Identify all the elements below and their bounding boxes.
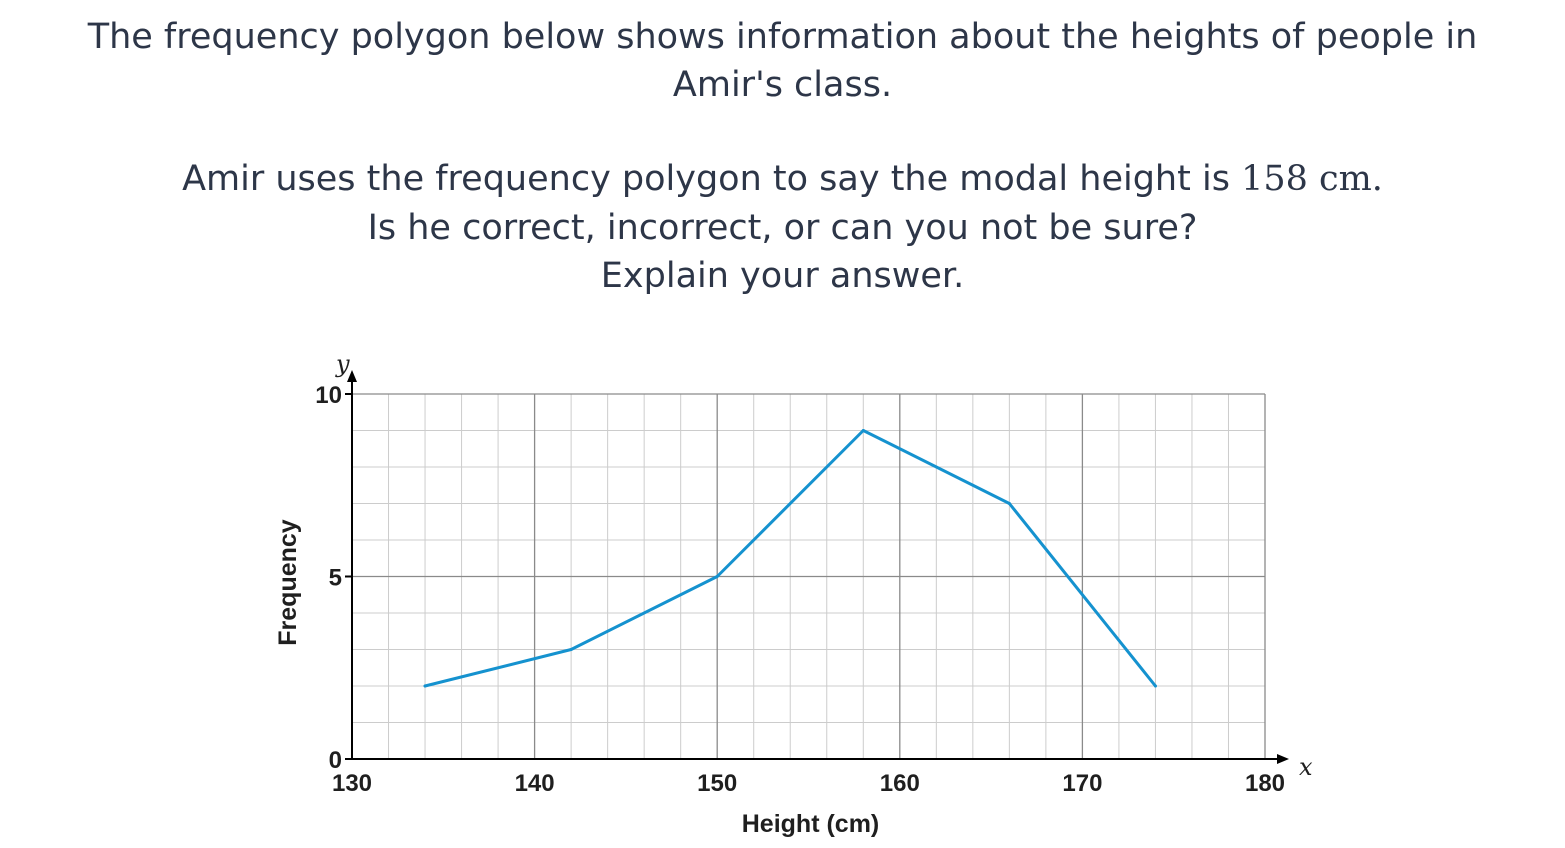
modal-height-value: 158 cm. (1241, 159, 1383, 199)
series (423, 429, 1157, 688)
x-tick-label: 150 (697, 770, 737, 797)
y-axis-symbol: y (335, 350, 350, 378)
y-tick-label: 5 (329, 565, 342, 592)
y-tick-label: 10 (315, 382, 342, 409)
x-axis-arrow-icon (1277, 754, 1289, 764)
grid-major (352, 393, 1266, 759)
y-tick-label: 0 (329, 747, 342, 774)
data-point (1153, 684, 1157, 688)
y-axis-title: Frequency (274, 519, 302, 646)
question-line-3-text: Amir uses the frequency polygon to say t… (182, 159, 1242, 199)
x-axis-symbol: x (1299, 753, 1313, 781)
x-tick-label: 170 (1062, 770, 1102, 797)
data-point (1007, 502, 1011, 505)
data-point (715, 575, 719, 578)
question-line-5: Explain your answer. (600, 256, 965, 296)
question-line-4: Is he correct, incorrect, or can you not… (367, 208, 1198, 248)
x-tick-label: 130 (332, 770, 372, 797)
data-point (423, 684, 427, 688)
question-line-2: Amir's class. (672, 65, 893, 105)
data-point (861, 429, 865, 432)
question-line-3: Amir uses the frequency polygon to say t… (0, 156, 1565, 203)
y-axis-arrow-icon (347, 370, 357, 382)
series-line (423, 429, 1157, 688)
x-tick-label: 140 (515, 770, 555, 797)
axes (345, 370, 1289, 764)
x-axis-title: Height (cm) (742, 810, 880, 838)
x-tick-label: 160 (880, 770, 920, 797)
data-point (569, 648, 573, 651)
labels: 0 5 10 130 140 150 160 170 180 x y Height (cm) Frequ… (274, 350, 1313, 838)
x-tick-label: 180 (1245, 770, 1285, 797)
question-line-1: The frequency polygon below shows inform… (87, 17, 1478, 57)
